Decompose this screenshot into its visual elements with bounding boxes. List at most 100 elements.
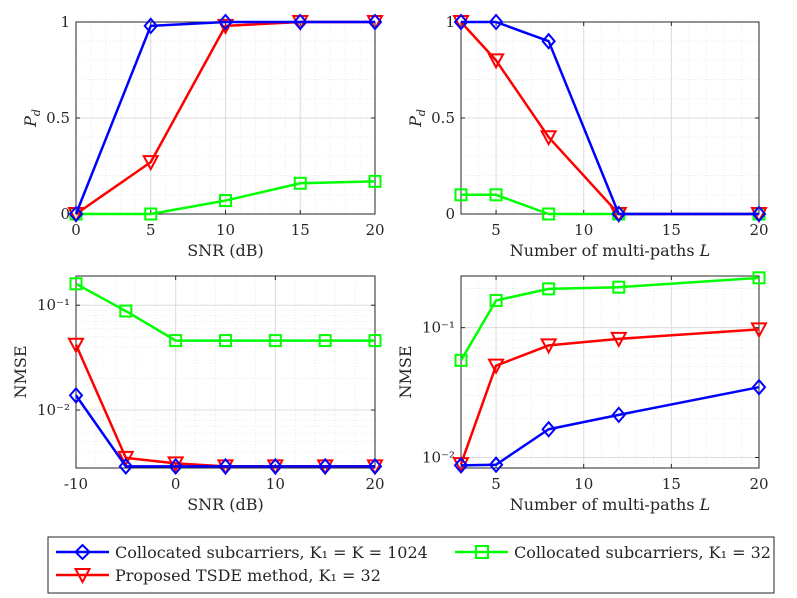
data-point — [539, 338, 558, 355]
data-point — [542, 282, 556, 296]
legend-entry-collocated-full: Collocated subcarriers, K₁ = K = 1024 — [56, 543, 428, 562]
data-point — [752, 271, 766, 285]
data-point — [611, 406, 627, 424]
x-tick-label: 20 — [365, 221, 384, 239]
data-point — [488, 456, 504, 474]
data-point — [751, 205, 767, 223]
panel-pd-vs-paths: 5 10 15 20 0 0.5 1 Number of multi-paths L Pd — [406, 13, 769, 260]
y-axis-label: NMSE — [396, 345, 415, 398]
legend-box — [47, 536, 775, 594]
data-point — [487, 53, 505, 70]
data-point — [541, 32, 556, 50]
data-point — [268, 457, 283, 475]
data-point — [453, 13, 469, 31]
series-collocated-32 — [454, 271, 766, 367]
x-tick-label: 20 — [365, 475, 384, 493]
y-axis-label: NMSE — [11, 345, 30, 398]
x-tick-label: 0 — [71, 221, 81, 239]
data-point — [169, 334, 183, 348]
legend-entry-collocated-32: Collocated subcarriers, K₁ = 32 — [455, 543, 771, 562]
y-tick-label: 10⁻¹ — [422, 319, 455, 337]
data-point — [218, 457, 233, 475]
data-point — [488, 13, 504, 31]
plot-area — [461, 276, 759, 468]
y-tick-label: 0.5 — [46, 109, 70, 127]
series-line — [459, 328, 760, 465]
y-tick-label: 1 — [445, 13, 455, 31]
data-point — [68, 386, 84, 404]
data-point — [67, 337, 85, 354]
y-tick-label: 10⁻² — [422, 448, 455, 466]
data-point — [69, 277, 83, 291]
legend-label-collocated-32: Collocated subcarriers, K₁ = 32 — [514, 543, 771, 562]
x-tick-label: 15 — [662, 475, 681, 493]
data-point — [610, 331, 628, 348]
data-point — [750, 322, 768, 339]
axes-box — [460, 275, 760, 469]
x-tick-label: 10 — [216, 221, 235, 239]
series-collocated-full — [453, 13, 767, 223]
grid — [75, 21, 376, 215]
x-tick-label: -10 — [64, 475, 88, 493]
data-point — [368, 174, 382, 188]
y-tick-label: 10⁻¹ — [37, 296, 70, 314]
data-point — [751, 378, 767, 396]
panel-pd-vs-snr: 0 5 10 15 20 0 0.5 1 SNR (dB) Pd — [21, 13, 385, 260]
series-line — [74, 394, 375, 468]
series-line — [459, 276, 760, 361]
data-point — [542, 207, 556, 221]
data-point — [489, 293, 503, 307]
data-point — [487, 358, 505, 375]
data-point — [268, 334, 282, 348]
data-point — [292, 13, 308, 31]
data-point — [143, 17, 159, 35]
y-tick-label: 0 — [445, 205, 455, 223]
series-line — [75, 282, 375, 342]
data-point — [367, 457, 383, 475]
data-point — [612, 280, 626, 294]
axes-box — [75, 275, 376, 469]
x-tick-label: 10 — [574, 221, 593, 239]
data-point — [117, 450, 135, 467]
data-point — [118, 457, 134, 475]
series-collocated-32 — [69, 277, 382, 348]
x-tick-label: 15 — [662, 221, 681, 239]
data-point — [219, 334, 232, 348]
data-point — [541, 420, 556, 438]
x-tick-label: 15 — [291, 221, 310, 239]
data-point — [119, 304, 133, 318]
x-tick-label: 20 — [749, 475, 768, 493]
x-tick-label: 10 — [574, 475, 593, 493]
data-point — [454, 188, 468, 202]
x-tick-label: 5 — [146, 221, 156, 239]
x-axis-label: Number of multi-paths L — [510, 241, 711, 260]
data-point — [142, 155, 160, 172]
plot-area — [76, 276, 375, 468]
x-tick-label: 0 — [171, 475, 181, 493]
y-tick-label: 0 — [60, 205, 70, 223]
y-tick-label: 0.5 — [431, 109, 455, 127]
panel-nmse-vs-snr: -10 0 10 20 10⁻² 10⁻¹ SNR (dB) NMSE — [11, 275, 385, 514]
x-tick-label: 5 — [491, 475, 501, 493]
y-axis-label: Pd — [406, 109, 428, 128]
x-tick-label: 20 — [749, 221, 768, 239]
legend-label-collocated-full: Collocated subcarriers, K₁ = K = 1024 — [115, 543, 428, 562]
x-axis-label: Number of multi-paths L — [510, 495, 711, 514]
series-collocated-full — [68, 13, 383, 223]
y-tick-label: 1 — [60, 13, 70, 31]
x-axis-label: SNR (dB) — [187, 241, 264, 260]
series-line — [461, 20, 759, 216]
data-point — [219, 194, 232, 208]
data-point — [168, 457, 183, 475]
series-collocated-full — [68, 386, 383, 475]
series-collocated-full — [453, 378, 767, 474]
data-point — [218, 13, 233, 31]
data-point — [453, 456, 469, 474]
x-tick-label: 5 — [491, 221, 501, 239]
data-point — [368, 334, 382, 348]
series-line — [76, 180, 376, 216]
legend-label-proposed-tsde: Proposed TSDE method, K₁ = 32 — [115, 566, 381, 585]
legend: Collocated subcarriers, K₁ = K = 1024 Co… — [47, 536, 775, 594]
data-point — [144, 207, 158, 221]
